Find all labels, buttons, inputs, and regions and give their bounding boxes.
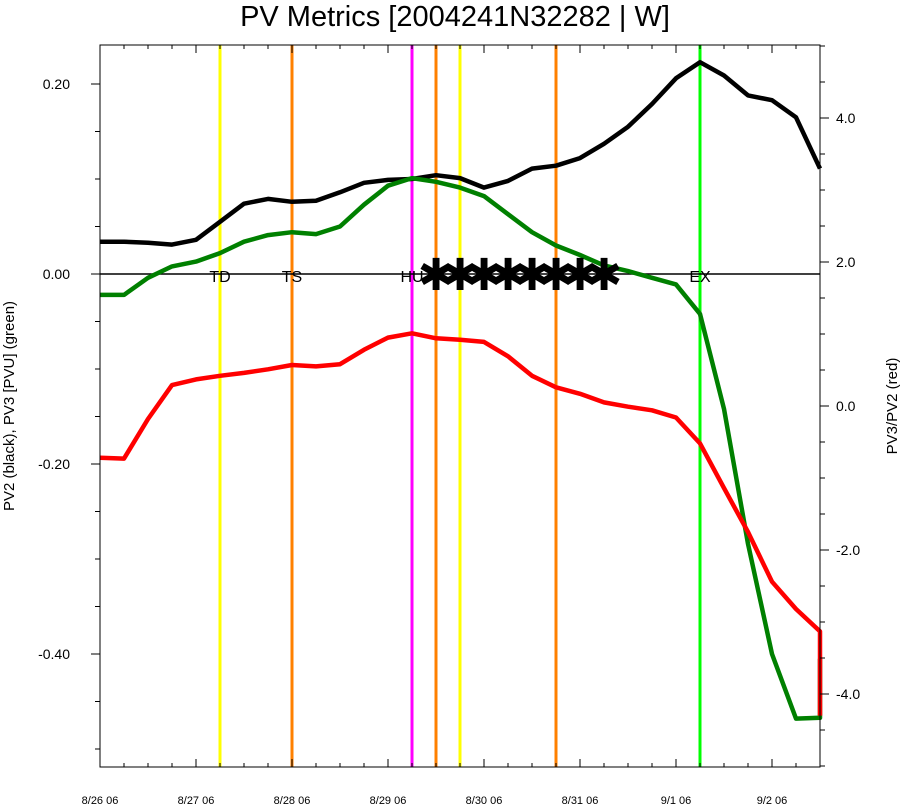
series-layer <box>99 59 823 721</box>
series-line-pv3-pv2 <box>99 331 823 716</box>
star-marker-6: ✱ <box>562 251 599 300</box>
y-right-tick-label: -4.0 <box>836 686 860 702</box>
star-marker-5: ✱ <box>538 251 575 300</box>
x-tick-label: 8/27 06 <box>178 795 215 805</box>
vertical-line-label-2: HU <box>400 269 423 286</box>
x-tick-label: 8/30 06 <box>466 795 503 805</box>
y-right-tick-label: -2.0 <box>836 542 860 558</box>
markers-layer: ✱✱✱✱✱✱✱✱ <box>418 251 623 300</box>
y-left-tick-label: -0.40 <box>38 646 70 662</box>
vertical-line-label-1: TS <box>282 269 302 286</box>
x-tick-label: 8/31 06 <box>562 795 599 805</box>
x-tick-label: 9/2 06 <box>757 795 788 805</box>
y-left-tick-label: -0.20 <box>38 456 70 472</box>
y-right-tick-label: 2.0 <box>836 254 856 270</box>
vertical-line-labels-layer: TD TS HU EX <box>209 269 711 286</box>
star-marker-3: ✱ <box>490 251 527 300</box>
y-left-tick-label: 0.20 <box>43 76 70 92</box>
x-tick-label: 9/1 06 <box>661 795 692 805</box>
star-marker-7: ✱ <box>586 251 623 300</box>
y-right-tick-label: 0.0 <box>836 398 856 414</box>
x-tick-label: 8/26 06 <box>82 795 119 805</box>
y-right-tick-label: 4.0 <box>836 110 856 126</box>
series-line-pv3 <box>100 175 823 721</box>
y-left-tick-label: 0.00 <box>43 266 70 282</box>
ticks-layer: 8/26 06 8/27 06 8/28 06 8/29 06 8/30 06 8/31 … <box>38 45 860 805</box>
series-line-pv2 <box>100 59 823 247</box>
star-marker-1: ✱ <box>442 251 479 300</box>
star-marker-2: ✱ <box>466 251 503 300</box>
vertical-line-label-6: EX <box>689 269 711 286</box>
y-axis-label-right: PV3/PV2 (red) <box>884 358 901 455</box>
chart-title: PV Metrics [2004241N32282 | W] <box>240 1 670 33</box>
x-tick-label: 8/29 06 <box>370 795 407 805</box>
x-tick-label: 8/28 06 <box>274 795 311 805</box>
vertical-line-label-0: TD <box>209 269 230 286</box>
star-marker-4: ✱ <box>514 251 551 300</box>
y-axis-label-left: PV2 (black), PV3 [PVU] (green) <box>1 301 18 511</box>
star-marker-0: ✱ <box>418 251 455 300</box>
